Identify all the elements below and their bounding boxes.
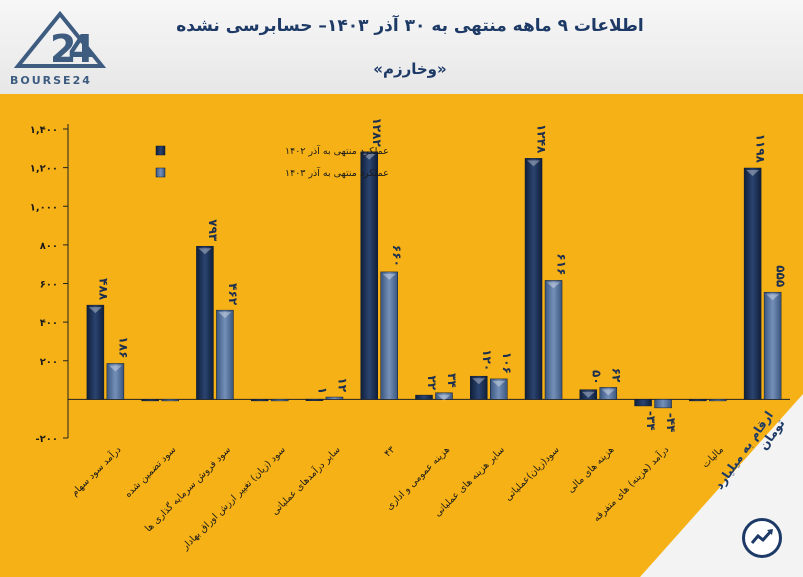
svg-text:4: 4 — [68, 27, 94, 71]
y-tick-label: ۴۰۰ — [40, 318, 58, 329]
bar-bevel — [766, 294, 780, 301]
data-label: ۱۲۰ — [480, 349, 494, 371]
bar-1402 — [689, 399, 707, 402]
bar-1403 — [763, 291, 782, 400]
bar-1402 — [524, 158, 543, 400]
y-tick-label: ۶۰۰ — [40, 280, 58, 291]
bourse24-logo: 2 4 — [13, 10, 107, 71]
bar-bevel — [362, 153, 376, 160]
data-label: ۳۴ — [445, 373, 459, 388]
category-label: ۴۳ — [382, 444, 397, 459]
data-label: ۱۸۶ — [116, 336, 130, 358]
legend-swatch — [155, 145, 166, 156]
trend-chart-icon — [742, 518, 782, 558]
bar-1402 — [250, 399, 269, 402]
bar-1403 — [106, 363, 125, 400]
header — [0, 0, 803, 94]
bar-bevel — [88, 307, 102, 314]
bar-bevel — [581, 391, 595, 398]
svg-text:2: 2 — [50, 27, 76, 71]
legend-swatch — [155, 167, 166, 178]
bar-1402 — [579, 389, 598, 400]
data-label: ۵۵۵ — [774, 265, 788, 287]
y-tick-label: ۱,۲۰۰ — [30, 164, 58, 175]
category-label: سود تضمین شده — [123, 444, 179, 500]
data-label: ۶۲ — [609, 368, 623, 383]
bar-1402 — [305, 398, 324, 401]
bar-1403 — [599, 387, 618, 400]
y-tick-label: ۱,۴۰۰ — [30, 125, 58, 136]
data-label: ۱۰۶ — [500, 352, 514, 374]
category-label: سود فروش سرمایه گذاری ها — [142, 444, 233, 535]
data-label: ۱۲۸۲ — [370, 117, 384, 147]
bar-1402 — [415, 394, 433, 400]
data-label: ۵۰ — [589, 370, 603, 385]
data-label: -۳۴ — [644, 411, 658, 431]
bar-bevel — [601, 389, 615, 396]
page-title: اطلاعات ۹ ماهه منتهی به ۳۰ آذر ۱۴۰۳– حسا… — [176, 16, 644, 36]
bar-bevel — [492, 380, 506, 387]
data-label: ۱۲ — [335, 377, 349, 392]
bar-1402 — [196, 245, 214, 400]
bar-bevel — [382, 273, 396, 280]
chart-panel: -۲۰۰ ۲۰۰ ۴۰۰ ۶۰۰ ۸۰۰ ۱,۰۰۰ ۱,۲۰۰ ۱,۴۰۰ ۴۸۸ ۱۸۶ در… — [0, 94, 803, 577]
data-label: ۱۲۴۸ — [535, 124, 549, 154]
data-label: ۷۹۳ — [206, 219, 220, 242]
legend-label: عملکرد منتهی به آذر ۱۴۰۲ — [285, 144, 389, 157]
bar-1402 — [360, 151, 378, 400]
bar-bevel — [746, 170, 760, 177]
bar-1403 — [161, 399, 179, 402]
bar-1402 — [743, 167, 762, 400]
legend-label: عملکرد منتهی به آذر ۱۴۰۳ — [285, 166, 389, 179]
bar-1402 — [634, 399, 652, 407]
data-label: ۱ — [315, 387, 329, 394]
bar-1402 — [86, 304, 105, 400]
data-label: ۶۶۰ — [390, 245, 404, 267]
bar-1403 — [654, 399, 672, 409]
bar-1402 — [470, 375, 488, 400]
category-label: سود(زیان)عملیاتی — [503, 444, 562, 503]
y-tick-label: ۱,۰۰۰ — [30, 202, 58, 213]
data-label: ۴۸۸ — [96, 278, 110, 301]
category-label: مالیات — [700, 444, 726, 470]
logo-text: BOURSE24 — [10, 74, 92, 87]
data-label: ۴۶۲ — [226, 283, 240, 306]
data-label: ۶۱۶ — [555, 253, 569, 275]
bar-1403 — [216, 309, 234, 400]
bar-1403 — [490, 378, 508, 400]
bar-1403 — [709, 399, 727, 402]
bar-bevel — [437, 394, 451, 401]
bar-bevel — [547, 282, 561, 289]
bar-bevel — [472, 378, 486, 385]
bar-1402 — [141, 399, 159, 402]
bar-bevel — [527, 160, 541, 167]
y-tick-label: ۲۰۰ — [40, 357, 58, 368]
bar-bevel — [108, 365, 122, 372]
bar-1403 — [544, 280, 563, 400]
data-label: ۲۲ — [425, 375, 439, 390]
bar-chart: -۲۰۰ ۲۰۰ ۴۰۰ ۶۰۰ ۸۰۰ ۱,۰۰۰ ۱,۲۰۰ ۱,۴۰۰ ۴۸۸ ۱۸۶ در… — [30, 117, 803, 577]
y-tick-label: ۸۰۰ — [40, 241, 58, 252]
category-label: هزینه های مالی — [565, 444, 616, 495]
bar-bevel — [218, 312, 232, 319]
bar-1403 — [435, 392, 453, 400]
data-label: ۱۱۹۸ — [754, 134, 768, 164]
category-label: درآمد سود سهام — [68, 443, 124, 499]
bar-bevel — [198, 248, 212, 255]
bar-1403 — [380, 271, 398, 400]
data-label: -۴۴ — [664, 413, 678, 433]
bar-1403 — [325, 396, 344, 400]
category-label: سود (زیان) تغییر ارزش اوراق بهادار — [179, 444, 288, 553]
bar-1403 — [270, 399, 289, 402]
page-subtitle: «وخارزم» — [373, 60, 447, 78]
y-tick-label: -۲۰۰ — [36, 434, 58, 445]
